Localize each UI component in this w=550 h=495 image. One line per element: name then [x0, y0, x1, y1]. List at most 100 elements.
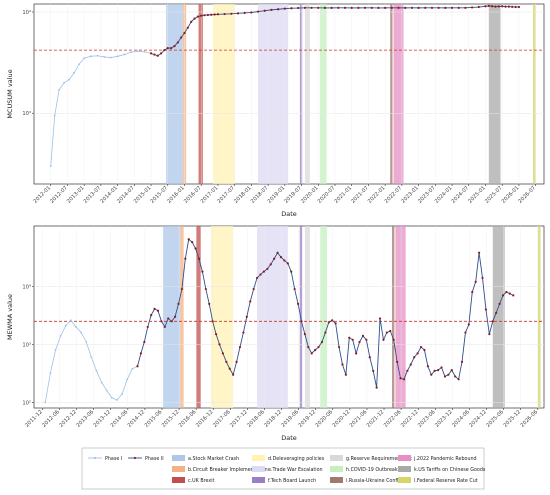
- phase-2-point: [460, 360, 464, 363]
- legend-swatch-i: [330, 477, 343, 483]
- phase-2-point: [187, 238, 190, 241]
- phase-2-point: [511, 5, 514, 8]
- phase-2-point: [256, 10, 260, 13]
- mcusum-x-axis-label: Date: [281, 210, 297, 218]
- legend-label-k: k.US Tariffs on Chinese Goods: [414, 467, 486, 473]
- phase-1-point: [110, 56, 112, 59]
- phase-2-point: [210, 13, 213, 16]
- event-band-d: [212, 4, 235, 184]
- phase-2-point: [450, 6, 454, 9]
- phase-2-point: [330, 6, 333, 9]
- phase-2-point: [504, 5, 507, 8]
- legend-marker-phase1: [93, 456, 97, 460]
- phase-1-point: [131, 367, 134, 370]
- phase-2-point: [300, 320, 303, 323]
- phase-2-point: [501, 5, 504, 8]
- phase-2-point: [208, 302, 211, 305]
- phase-2-point: [382, 338, 385, 341]
- phase-2-point: [197, 257, 201, 260]
- y-tick-label: 10⁴: [22, 284, 31, 290]
- event-band-h: [319, 4, 327, 184]
- phase-2-point: [370, 6, 373, 9]
- phase-2-point: [419, 345, 423, 349]
- phase-2-point: [238, 345, 242, 349]
- phase-2-point: [314, 348, 317, 352]
- phase-1-point: [100, 381, 103, 384]
- phase-2-point: [377, 6, 380, 10]
- phase-2-point: [166, 47, 169, 50]
- phase-1-point: [121, 393, 124, 395]
- phase-2-point: [196, 15, 199, 18]
- phase-2-point: [270, 8, 273, 11]
- phase-2-point: [430, 6, 434, 9]
- phase-2-point: [290, 270, 293, 273]
- event-band-j: [393, 4, 404, 184]
- phase-1-point: [130, 51, 132, 54]
- phase-2-point: [194, 247, 197, 250]
- phase-2-point: [344, 373, 347, 376]
- legend-label-e: e.Trade War Escalation: [268, 467, 323, 473]
- phase-2-point: [170, 320, 173, 323]
- legend-label-c: c.UK Brexit: [188, 478, 215, 484]
- phase-2-point: [501, 294, 505, 297]
- phase-1-point: [49, 165, 52, 168]
- legend-swatch-j: [398, 455, 411, 461]
- event-band-j: [395, 226, 406, 408]
- phase-2-point: [153, 53, 156, 56]
- phase-2-point: [163, 49, 166, 52]
- phase-2-point: [457, 6, 460, 9]
- phase-2-point: [491, 320, 494, 323]
- phase-2-point: [245, 315, 248, 318]
- phase-2-point: [514, 5, 517, 9]
- event-band-f: [299, 4, 303, 184]
- phase-2-point: [517, 5, 521, 9]
- phase-2-point: [397, 6, 400, 9]
- phase-2-point: [384, 6, 387, 9]
- phase-2-point: [190, 20, 193, 23]
- phase-2-point: [159, 52, 163, 55]
- phase-2-point: [495, 311, 498, 314]
- phase-2-point: [424, 6, 427, 9]
- phase-2-point: [296, 302, 300, 305]
- phase-1-point: [116, 55, 119, 58]
- legend-label-b: b.Circuit Breaker Implementation: [188, 467, 268, 473]
- phase-2-point: [385, 331, 388, 334]
- phase-2-point: [263, 9, 266, 12]
- phase-2-point: [180, 287, 184, 291]
- phase-2-point: [290, 7, 293, 10]
- phase-2-point: [471, 290, 474, 294]
- event-band-i: [390, 4, 393, 184]
- phase-2-point: [286, 262, 289, 265]
- phase-1-point: [75, 326, 77, 328]
- event-band-c: [196, 226, 201, 408]
- phase-2-point: [430, 373, 433, 376]
- phase-2-point: [249, 300, 252, 303]
- phase-2-point: [320, 340, 324, 344]
- phase-2-point: [213, 13, 216, 16]
- phase-2-point: [136, 365, 139, 368]
- phase-2-point: [331, 319, 334, 322]
- legend-label-l: l.Federal Reserve Rate Cut: [414, 478, 478, 484]
- legend-swatch-g: [330, 455, 343, 461]
- phase-2-point: [307, 345, 310, 349]
- y-tick-label: 10³: [22, 342, 31, 348]
- phase-2-point: [477, 251, 481, 254]
- legend-swatch-f: [252, 477, 265, 483]
- phase-1-point: [49, 372, 52, 374]
- phase-2-point: [443, 375, 447, 378]
- legend-swatch-l: [398, 477, 411, 483]
- phase-1-point: [83, 57, 86, 60]
- phase-2-point: [508, 292, 511, 295]
- phase-2-point: [252, 287, 255, 291]
- phase-2-point: [186, 26, 189, 29]
- phase-2-point: [183, 31, 186, 35]
- phase-2-point: [355, 352, 358, 355]
- phase-1-point: [59, 335, 62, 337]
- phase-2-point: [416, 352, 419, 355]
- mewma-y-ticks: 10² 10³ 10⁴: [22, 284, 34, 406]
- phase-2-point: [310, 352, 313, 355]
- phase-2-point: [156, 309, 160, 312]
- phase-2-point: [203, 14, 206, 17]
- y-tick-label: 10³: [22, 111, 31, 117]
